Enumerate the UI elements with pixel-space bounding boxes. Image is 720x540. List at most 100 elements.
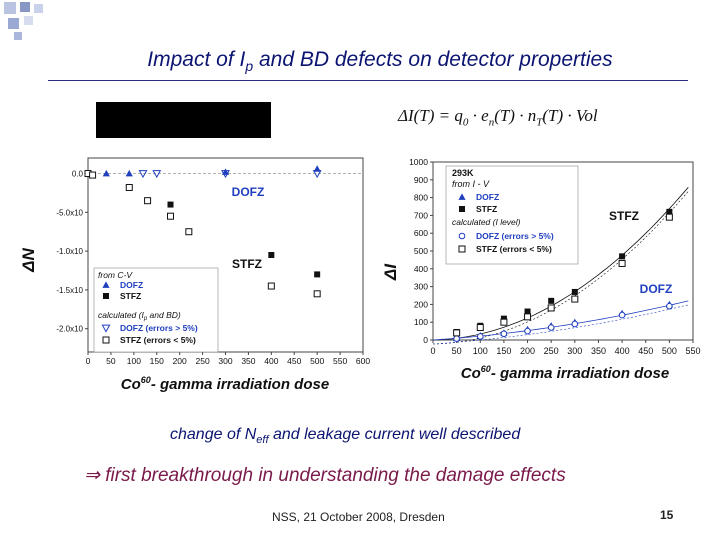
left-point — [138, 170, 148, 179]
leakage-current-formula: ΔI(T) = q0 · en(T) · nT(T) · Vol — [398, 106, 598, 129]
right-y-tick-label: 300 — [414, 282, 428, 292]
left-point — [268, 252, 275, 258]
left-x-tick-label: 450 — [287, 356, 301, 366]
left-point — [314, 271, 321, 278]
right-y-tick-label: 200 — [414, 299, 428, 309]
left-point — [312, 170, 322, 179]
decorative-squares — [4, 2, 43, 40]
left-x-tick-label: 100 — [127, 356, 141, 366]
right-point — [571, 295, 579, 303]
left-x-tick-label: 0 — [86, 356, 91, 366]
left-annotation-dofz: DOFZ — [232, 185, 265, 199]
right-point — [571, 320, 579, 328]
left-legend-label: DOFZ — [120, 280, 143, 290]
right-point — [476, 324, 484, 332]
left-point — [144, 197, 152, 205]
right-fit-curve — [432, 300, 689, 341]
left-legend-marker — [102, 336, 110, 344]
left-x-tick-label: 350 — [241, 356, 255, 366]
right-point — [524, 313, 532, 321]
left-x-tick-label: 500 — [310, 356, 324, 366]
right-legend-box — [445, 165, 579, 265]
right-point — [547, 304, 555, 312]
left-x-tick-label: 550 — [333, 356, 347, 366]
left-point — [167, 212, 174, 220]
left-x-tick-label: 50 — [106, 356, 116, 366]
right-point — [618, 311, 626, 319]
left-point — [267, 282, 275, 290]
left-point — [125, 169, 133, 177]
conclusion-text: ⇒ first breakthrough in understanding th… — [84, 465, 566, 486]
left-y-tick-label: -5.0x10 — [56, 208, 83, 217]
right-x-tick-label: 250 — [544, 346, 559, 356]
right-legend-label: DOFZ (errors > 5%) — [476, 231, 554, 241]
right-x-tick-label: 450 — [638, 346, 653, 356]
right-legend-marker — [458, 232, 466, 240]
right-legend-subtitle: calculated (I level) — [452, 217, 521, 227]
left-legend-label: STFZ — [120, 291, 141, 301]
right-x-tick-label: 500 — [662, 346, 677, 356]
left-x-tick-label: 200 — [173, 356, 187, 366]
left-point — [102, 169, 110, 177]
implies-icon: ⇒ — [84, 465, 100, 486]
right-legend-marker — [459, 206, 465, 212]
right-x-tick-label: 100 — [473, 346, 488, 356]
left-x-tick-label: 250 — [195, 356, 209, 366]
left-y-tick-label: 0.0 — [72, 170, 84, 179]
right-point — [500, 315, 507, 322]
right-point — [524, 308, 531, 315]
left-y-tick-label: -1.5x10 — [56, 286, 83, 295]
right-annotation-stfz: STFZ — [609, 209, 639, 223]
right-point — [666, 302, 673, 310]
right-point — [500, 330, 508, 338]
right-x-tick-label: 350 — [591, 346, 606, 356]
left-point — [89, 171, 97, 179]
right-x-tick-label: 0 — [430, 346, 435, 356]
right-x-tick-label: 150 — [496, 346, 511, 356]
left-point — [313, 165, 321, 172]
right-legend-marker — [458, 193, 466, 200]
right-point — [548, 297, 555, 304]
right-point — [547, 324, 555, 331]
left-legend-marker — [102, 281, 110, 288]
right-legend-label: STFZ — [476, 204, 497, 214]
right-y-tick-label: 900 — [414, 175, 428, 185]
right-x-tick-label: 550 — [685, 346, 700, 356]
right-y-tick-label: 100 — [414, 317, 428, 327]
right-legend-title: 293K — [452, 168, 474, 178]
right-fit-curve — [432, 187, 689, 341]
footer-text: NSS, 21 October 2008, Dresden — [272, 510, 445, 524]
left-legend-label: STFZ (errors < 5%) — [120, 335, 196, 345]
left-point — [167, 201, 174, 208]
left-x-tick-label: 600 — [356, 356, 370, 366]
right-point — [476, 333, 484, 340]
right-annotation-dofz: DOFZ — [640, 282, 673, 296]
right-legend-label: DOFZ — [476, 192, 499, 202]
right-legend-label: STFZ (errors < 5%) — [476, 244, 552, 254]
right-legend-marker — [458, 245, 466, 253]
right-point — [453, 329, 461, 337]
right-point — [665, 213, 673, 221]
left-annotation-stfz: STFZ — [232, 257, 262, 271]
left-point — [313, 290, 321, 298]
left-legend-subtitle: calculated (Ip and BD) — [98, 310, 181, 322]
right-point — [524, 327, 531, 335]
caption-text: change of Neff and leakage current well … — [170, 426, 521, 447]
slide-title: Impact of Ip and BD defects on detector … — [147, 48, 613, 75]
right-x-tick-label: 200 — [520, 346, 535, 356]
left-y-tick-label: -1.0x10 — [56, 247, 83, 256]
right-y-tick-label: 0 — [423, 335, 428, 345]
right-y-tick-label: 800 — [414, 193, 428, 203]
right-fit-curve-dashed — [432, 304, 689, 345]
left-point — [221, 170, 230, 179]
left-legend-marker — [101, 324, 111, 333]
right-x-axis-title: Co60- gamma irradiation dose — [461, 364, 669, 382]
right-point — [453, 335, 460, 342]
left-legend-label: DOFZ (errors > 5%) — [120, 323, 198, 333]
right-legend-title2: from I - V — [452, 179, 490, 189]
left-legend-box — [93, 267, 219, 353]
left-legend-title: from C-V — [98, 270, 133, 280]
redacted-box — [96, 102, 271, 138]
right-x-tick-label: 50 — [452, 346, 462, 356]
right-y-tick-label: 1000 — [409, 157, 428, 167]
